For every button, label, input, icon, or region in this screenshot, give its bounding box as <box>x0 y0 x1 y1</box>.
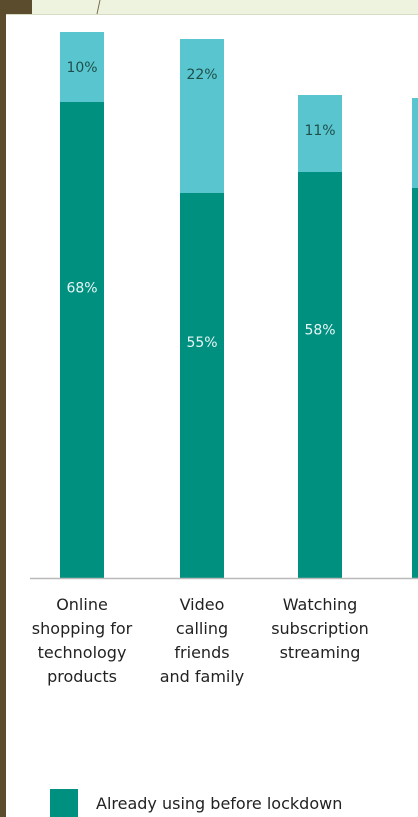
bar-labels-group: 68%10%55%22%58%11%51 <box>66 60 335 351</box>
category-label-line: calling <box>176 619 228 638</box>
category-label-2: Watching subscription streaming <box>271 595 369 662</box>
category-label-1: Video calling friends and family <box>160 595 245 686</box>
category-label-line: shopping for <box>32 619 133 638</box>
category-label-line: Video <box>180 595 225 614</box>
bar-label-already-1: 55% <box>186 335 217 351</box>
category-label-line: and family <box>160 667 245 686</box>
bar-new-1 <box>180 39 224 193</box>
slide-left-border <box>0 0 6 817</box>
bar-already-3 <box>412 188 418 578</box>
bar-new-0 <box>60 32 104 102</box>
category-labels-group: Online shopping for technology products Vide… <box>32 595 369 686</box>
category-label-line: subscription <box>271 619 369 638</box>
category-label-line: technology <box>38 643 127 662</box>
bar-label-new-2: 11% <box>304 123 335 139</box>
bars-group <box>60 32 418 578</box>
category-label-0: Online shopping for technology products <box>32 595 133 686</box>
bar-already-2 <box>298 172 342 578</box>
category-label-line: streaming <box>280 643 361 662</box>
bar-new-2 <box>298 95 342 172</box>
bar-label-new-1: 22% <box>186 67 217 83</box>
bar-label-already-0: 68% <box>66 280 97 296</box>
legend-label-already: Already using before lockdown <box>96 793 343 813</box>
legend: Already using before lockdown <box>50 789 342 817</box>
category-label-line: Watching <box>283 595 358 614</box>
category-label-line: Online <box>56 595 108 614</box>
bar-label-already-2: 58% <box>304 322 335 338</box>
bar-already-0 <box>60 102 104 578</box>
category-label-line: products <box>47 667 117 686</box>
legend-swatch-already <box>50 789 78 817</box>
slide-top-strip <box>0 0 418 15</box>
bar-new-3 <box>412 98 418 188</box>
category-label-line: friends <box>174 643 229 662</box>
bar-already-1 <box>180 193 224 578</box>
slide-corner-block <box>0 0 32 14</box>
bar-label-new-0: 10% <box>66 60 97 76</box>
